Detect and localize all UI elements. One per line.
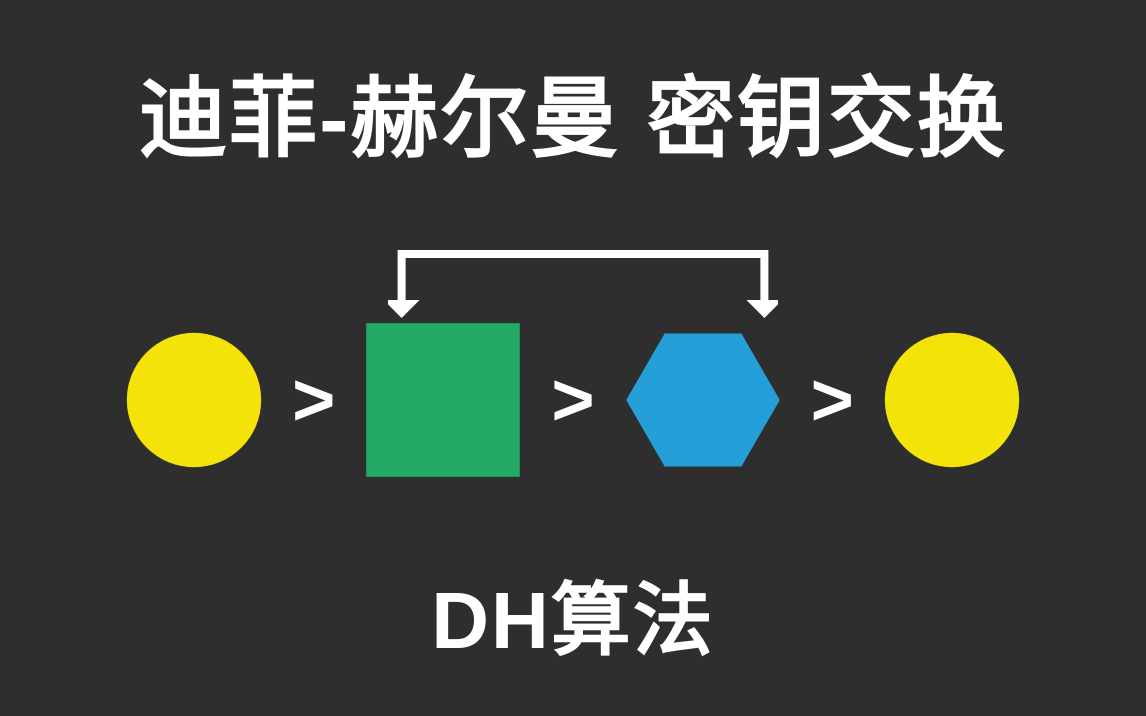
diagram-row: > > > — [0, 320, 1146, 480]
title-top: 迪菲-赫尔曼 密钥交换 — [0, 48, 1146, 175]
shape-circle-3 — [882, 330, 1022, 470]
separator-1: > — [551, 363, 594, 437]
title-bottom: DH算法 — [0, 556, 1146, 672]
shape-hexagon-2 — [623, 320, 783, 480]
exchange-bracket-layer — [0, 248, 1146, 320]
shape-square-1 — [363, 320, 523, 480]
exchange-bracket-icon — [388, 248, 778, 320]
shape-circle-0 — [124, 330, 264, 470]
title-top-text: 迪菲-赫尔曼 密钥交换 — [139, 69, 1007, 168]
separator-0: > — [292, 363, 335, 437]
title-bottom-text: DH算法 — [431, 576, 715, 665]
separator-2: > — [811, 363, 854, 437]
